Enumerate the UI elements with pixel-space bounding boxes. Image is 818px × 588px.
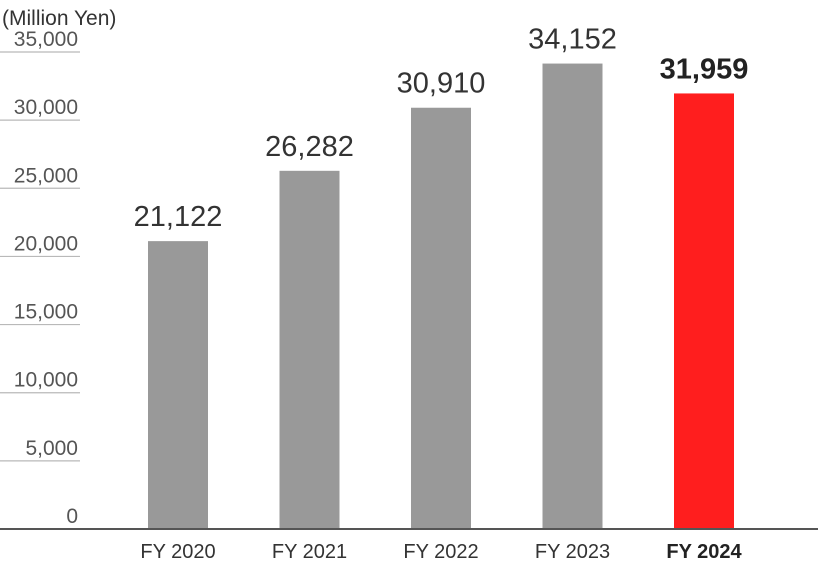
- y-tick-label: 20,000: [14, 232, 78, 255]
- y-tick-label: 5,000: [25, 437, 78, 460]
- y-tick-label: 35,000: [14, 28, 78, 51]
- bars: [148, 63, 734, 530]
- gridlines: [0, 51, 80, 462]
- bar-fy-2023: [542, 63, 603, 529]
- bar-fy-2020: [148, 241, 208, 529]
- y-tick-label: 25,000: [14, 164, 78, 187]
- data-label: 26,282: [265, 131, 354, 163]
- x-tick-label: FY 2024: [666, 541, 742, 563]
- data-labels: 21,122 26,282 30,910 34,152 31,959: [134, 24, 749, 234]
- x-tick-label: FY 2022: [403, 541, 478, 563]
- data-label: 21,122: [134, 201, 223, 233]
- bar-fy-2022: [411, 107, 471, 530]
- data-label: 30,910: [397, 68, 486, 100]
- bar-fy-2024: [674, 93, 734, 529]
- x-axis-ticks: FY 2020 FY 2021 FY 2022 FY 2023 FY 2024: [140, 541, 742, 563]
- y-tick-label: 0: [66, 505, 78, 528]
- unit-label: (Million Yen): [2, 7, 116, 30]
- y-tick-label: 30,000: [14, 96, 78, 119]
- x-tick-label: FY 2020: [140, 541, 215, 563]
- bar-fy-2021: [279, 170, 340, 529]
- data-label: 31,959: [660, 53, 749, 85]
- x-tick-label: FY 2021: [272, 541, 347, 563]
- y-axis-ticks: 0 5,000 10,000 15,000 20,000 25,000 30,000 35,0…: [14, 28, 78, 528]
- y-tick-label: 10,000: [14, 369, 78, 392]
- y-tick-label: 15,000: [14, 301, 78, 324]
- data-label: 34,152: [528, 24, 617, 56]
- x-tick-label: FY 2023: [535, 541, 610, 563]
